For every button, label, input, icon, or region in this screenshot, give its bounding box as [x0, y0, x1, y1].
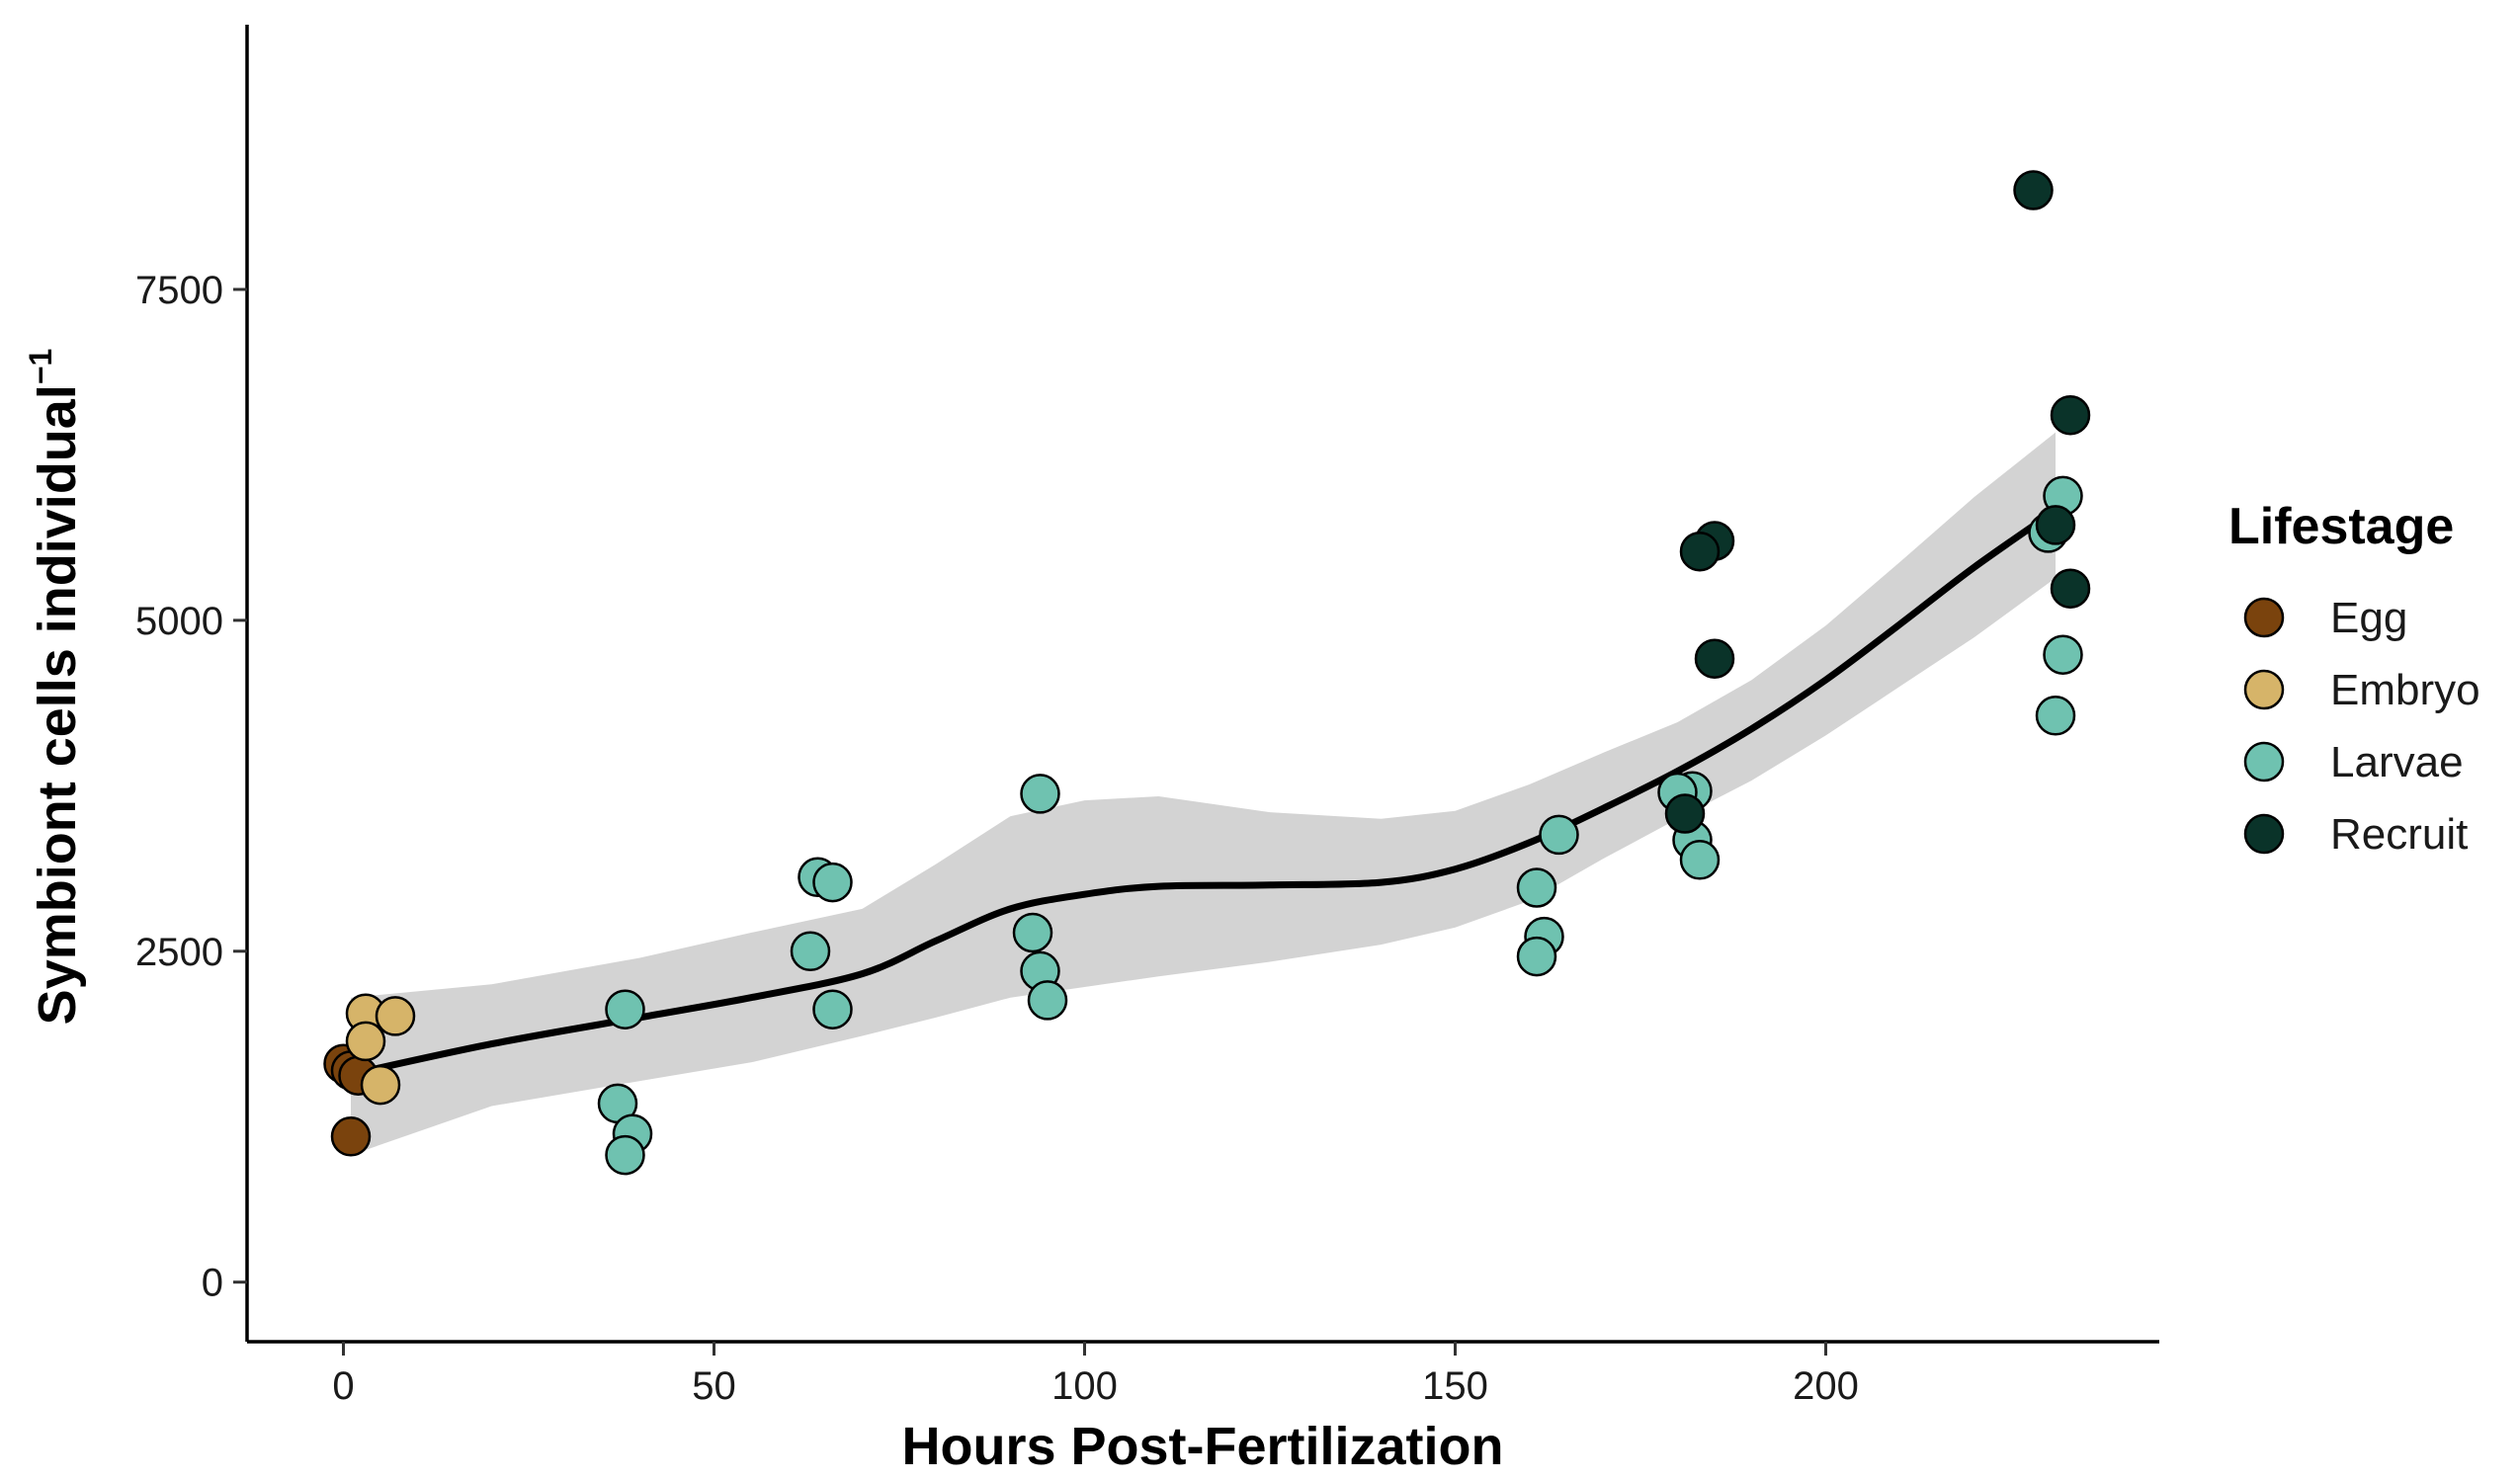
data-point-larvae [790, 931, 831, 972]
x-tick-label: 100 [1051, 1364, 1118, 1408]
data-point-larvae [1027, 980, 1068, 1021]
y-axis-title-main: Symbiont cells individual [28, 384, 87, 1025]
data-point-larvae [1516, 867, 1557, 908]
y-axis-title: Symbiont cells individual−1 [23, 349, 87, 1026]
data-point-larvae [1516, 936, 1557, 977]
confidence-band-layer [351, 432, 2056, 1156]
data-point-larvae [1020, 774, 1060, 814]
data-point-egg [330, 1116, 372, 1157]
data-point-recruit [2013, 170, 2054, 210]
y-tick-label: 7500 [135, 269, 223, 312]
data-point-larvae [2035, 696, 2076, 736]
legend-label-larvae: Larvae [2330, 738, 2464, 786]
legend-entries: Egg Embryo Larvae Recruit [2243, 594, 2480, 859]
data-point-larvae [605, 1134, 645, 1176]
y-axis-title-superscript: −1 [23, 349, 58, 384]
data-point-larvae [1679, 840, 1721, 880]
legend-key-egg [2243, 597, 2285, 638]
data-point-larvae [2043, 634, 2083, 675]
legend-title: Lifestage [2228, 498, 2454, 555]
x-axis-title: Hours Post-Fertilization [901, 1417, 1503, 1476]
data-point-larvae [812, 989, 853, 1029]
data-point-recruit [2035, 505, 2076, 545]
legend-key-embryo [2243, 669, 2285, 710]
data-point-larvae [1539, 814, 1579, 856]
data-point-recruit [1679, 531, 1721, 572]
smooth-line-layer [350, 507, 2058, 1078]
x-tick-label: 50 [692, 1364, 736, 1408]
data-point-recruit [2050, 394, 2091, 436]
axes: 0 50 100 150 200 0 2500 5000 7500 [135, 25, 2159, 1408]
legend-label-egg: Egg [2330, 594, 2407, 642]
data-point-larvae [1012, 912, 1053, 953]
data-point-larvae [605, 989, 645, 1029]
confidence-band [351, 432, 2056, 1156]
x-tick-label: 150 [1422, 1364, 1488, 1408]
x-tick-label: 200 [1793, 1364, 1859, 1408]
y-tick-label: 2500 [135, 931, 223, 974]
smooth-fit-line [350, 507, 2058, 1078]
data-points [323, 170, 2091, 1176]
legend-label-embryo: Embryo [2330, 666, 2480, 714]
legend-label-recruit: Recruit [2330, 810, 2468, 859]
data-point-recruit [1694, 638, 1735, 679]
y-tick-label: 5000 [135, 600, 223, 643]
data-point-larvae [812, 862, 853, 903]
legend: Lifestage Egg Embryo Larvae Recruit [2228, 498, 2480, 859]
data-point-embryo [360, 1064, 401, 1106]
x-tick-label: 0 [332, 1364, 354, 1408]
legend-key-recruit [2243, 813, 2285, 855]
data-point-embryo [375, 996, 416, 1036]
data-point-recruit [1664, 793, 1706, 834]
legend-key-larvae [2243, 741, 2285, 782]
data-point-embryo [345, 1021, 386, 1062]
y-tick-label: 0 [202, 1262, 223, 1305]
data-point-recruit [2050, 568, 2091, 609]
